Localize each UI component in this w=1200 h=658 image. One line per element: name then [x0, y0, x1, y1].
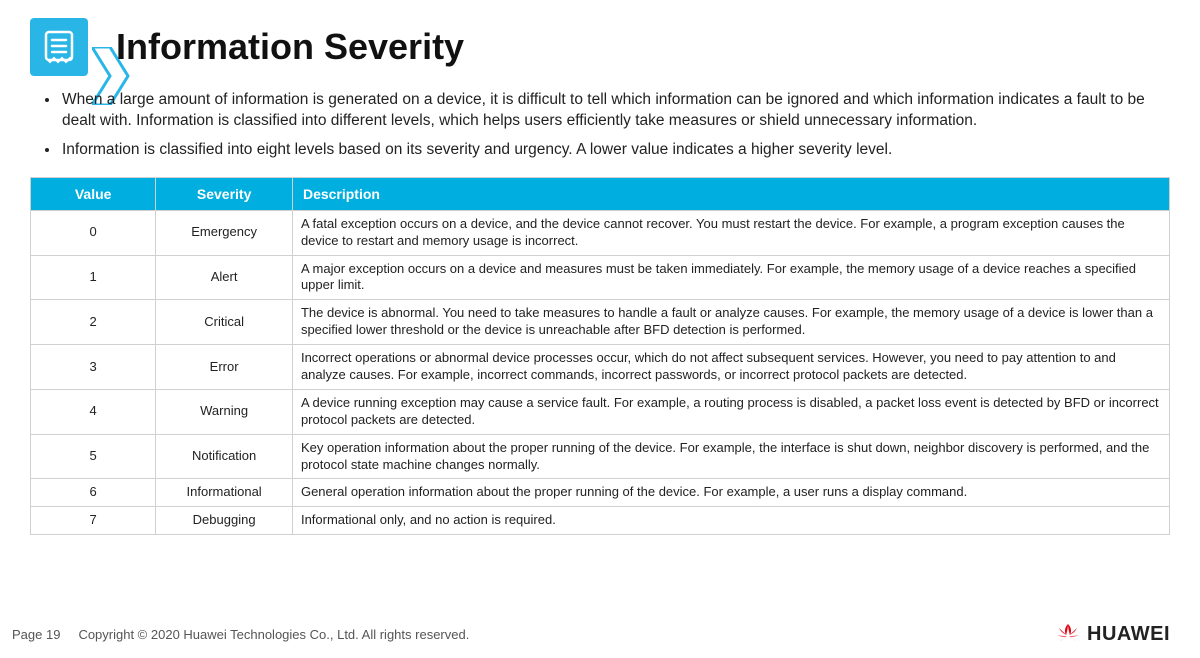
brand-logo: HUAWEI	[1055, 622, 1170, 646]
bullet-item: Information is classified into eight lev…	[60, 140, 1170, 161]
slide: Information Severity When a large amount…	[0, 0, 1200, 658]
cell-value: 3	[31, 345, 156, 390]
table-row: 4 Warning A device running exception may…	[31, 389, 1170, 434]
cell-severity: Emergency	[156, 210, 293, 255]
bullet-list: When a large amount of information is ge…	[60, 90, 1170, 161]
huawei-icon	[1055, 622, 1081, 646]
document-icon	[30, 18, 88, 76]
cell-value: 0	[31, 210, 156, 255]
cell-description: The device is abnormal. You need to take…	[292, 300, 1169, 345]
cell-description: A fatal exception occurs on a device, an…	[292, 210, 1169, 255]
page-number: Page 19	[12, 627, 60, 642]
severity-table: Value Severity Description 0 Emergency A…	[30, 177, 1170, 535]
col-header-severity: Severity	[156, 177, 293, 210]
cell-value: 4	[31, 389, 156, 434]
brand-text: HUAWEI	[1087, 623, 1170, 646]
slide-header: Information Severity	[30, 18, 1170, 76]
cell-severity: Error	[156, 345, 293, 390]
cell-severity: Alert	[156, 255, 293, 300]
cell-value: 2	[31, 300, 156, 345]
cell-severity: Debugging	[156, 507, 293, 535]
cell-severity: Warning	[156, 389, 293, 434]
footer-left: Page 19 Copyright © 2020 Huawei Technolo…	[12, 627, 469, 642]
table-body: 0 Emergency A fatal exception occurs on …	[31, 210, 1170, 534]
cell-severity: Notification	[156, 434, 293, 479]
col-header-value: Value	[31, 177, 156, 210]
cell-description: A major exception occurs on a device and…	[292, 255, 1169, 300]
cell-severity: Critical	[156, 300, 293, 345]
slide-footer: Page 19 Copyright © 2020 Huawei Technolo…	[0, 622, 1200, 646]
cell-description: A device running exception may cause a s…	[292, 389, 1169, 434]
cell-value: 1	[31, 255, 156, 300]
table-row: 7 Debugging Informational only, and no a…	[31, 507, 1170, 535]
table-row: 3 Error Incorrect operations or abnormal…	[31, 345, 1170, 390]
bullet-item: When a large amount of information is ge…	[60, 90, 1170, 132]
cell-description: Key operation information about the prop…	[292, 434, 1169, 479]
page-title: Information Severity	[116, 26, 464, 68]
cell-value: 5	[31, 434, 156, 479]
col-header-description: Description	[292, 177, 1169, 210]
cell-severity: Informational	[156, 479, 293, 507]
table-row: 5 Notification Key operation information…	[31, 434, 1170, 479]
cell-value: 6	[31, 479, 156, 507]
table-row: 0 Emergency A fatal exception occurs on …	[31, 210, 1170, 255]
cell-value: 7	[31, 507, 156, 535]
cell-description: Informational only, and no action is req…	[292, 507, 1169, 535]
cell-description: Incorrect operations or abnormal device …	[292, 345, 1169, 390]
table-header-row: Value Severity Description	[31, 177, 1170, 210]
cell-description: General operation information about the …	[292, 479, 1169, 507]
table-row: 6 Informational General operation inform…	[31, 479, 1170, 507]
table-row: 2 Critical The device is abnormal. You n…	[31, 300, 1170, 345]
table-row: 1 Alert A major exception occurs on a de…	[31, 255, 1170, 300]
copyright-text: Copyright © 2020 Huawei Technologies Co.…	[78, 627, 469, 642]
